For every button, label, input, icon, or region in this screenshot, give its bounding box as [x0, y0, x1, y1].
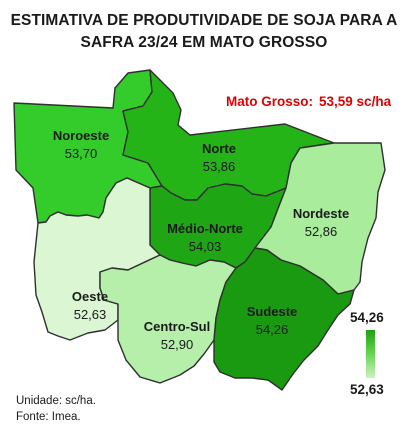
state-label: Mato Grosso:: [226, 94, 314, 109]
label-sudeste: Sudeste 54,26: [247, 303, 298, 339]
region-name: Norte: [202, 141, 236, 156]
map-title: ESTIMATIVA DE PRODUTIVIDADE DE SOJA PARA…: [0, 10, 408, 54]
label-oeste: Oeste 52,63: [72, 288, 108, 324]
label-medio-norte: Médio-Norte 54,03: [167, 220, 243, 256]
legend-min-value: 52,63: [350, 382, 384, 397]
region-sudeste[interactable]: [213, 247, 355, 391]
label-centro-sul: Centro-Sul 52,90: [144, 318, 210, 354]
footer-notes: Unidade: sc/ha. Fonte: Imea.: [16, 393, 96, 425]
title-line-2: SAFRA 23/24 EM MATO GROSSO: [80, 34, 328, 51]
label-noroeste: Noroeste 53,70: [53, 127, 109, 163]
title-line-1: ESTIMATIVA DE PRODUTIVIDADE DE SOJA PARA…: [10, 12, 398, 29]
region-value: 54,03: [188, 239, 222, 254]
region-name: Noroeste: [52, 128, 110, 143]
region-value: 53,70: [64, 146, 98, 161]
region-name: Sudeste: [246, 304, 298, 319]
region-name: Centro-Sul: [143, 319, 211, 334]
region-value: 52,90: [160, 337, 194, 352]
state-value: 53,59 sc/ha: [319, 94, 392, 109]
region-name: Médio-Norte: [167, 221, 243, 236]
region-name: Nordeste: [292, 206, 350, 221]
region-value: 52,63: [73, 307, 107, 322]
state-productivity: Mato Grosso: 53,59 sc/ha: [226, 94, 391, 109]
region-name: Oeste: [71, 289, 109, 304]
region-value: 54,26: [255, 322, 289, 337]
source-note: Fonte: Imea.: [16, 411, 81, 423]
legend-max-value: 54,26: [350, 310, 384, 325]
unit-note: Unidade: sc/ha.: [16, 395, 96, 407]
label-norte: Norte 53,86: [202, 140, 236, 176]
region-value: 52,86: [304, 224, 338, 239]
label-nordeste: Nordeste 52,86: [293, 205, 349, 241]
legend-color-scale: [366, 330, 375, 378]
region-value: 53,86: [202, 159, 236, 174]
